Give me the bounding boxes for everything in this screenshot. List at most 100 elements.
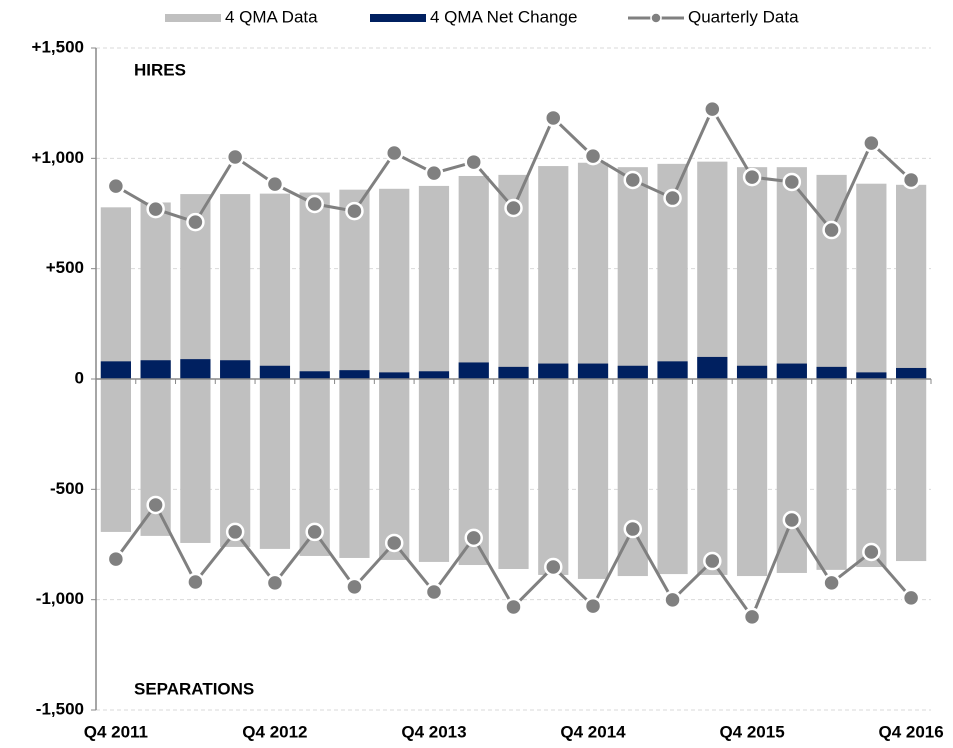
quarterly-marker bbox=[901, 170, 921, 190]
quarterly-marker bbox=[623, 519, 643, 539]
quarterly-marker bbox=[742, 607, 762, 627]
quarterly-marker bbox=[265, 573, 285, 593]
quarterly-marker bbox=[146, 495, 165, 515]
quarterly-marker bbox=[544, 108, 563, 128]
qma-bar bbox=[220, 194, 251, 379]
net-change-bar bbox=[220, 360, 251, 379]
x-tick-label: Q4 2015 bbox=[719, 722, 784, 741]
x-tick-label: Q4 2013 bbox=[401, 722, 466, 741]
x-tick-label: Q4 2011 bbox=[84, 722, 148, 741]
quarterly-marker bbox=[106, 549, 126, 569]
qma-bar bbox=[577, 379, 609, 579]
quarterly-marker bbox=[464, 528, 483, 548]
x-tick-label: Q4 2016 bbox=[879, 722, 944, 741]
qma-bar bbox=[259, 379, 291, 549]
qma-bar bbox=[100, 379, 131, 532]
qma-bar bbox=[577, 162, 609, 379]
net-change-bar bbox=[617, 365, 648, 379]
legend-swatch bbox=[165, 14, 221, 22]
net-change-bar bbox=[299, 371, 330, 379]
qma-bar bbox=[776, 167, 807, 379]
quarterly-marker bbox=[345, 577, 364, 597]
qma-bar bbox=[736, 167, 768, 379]
hires-label: HIRES bbox=[134, 60, 186, 79]
quarterly-marker bbox=[146, 199, 165, 219]
legend-swatch bbox=[370, 14, 426, 22]
legend-label: 4 QMA Net Change bbox=[430, 7, 577, 26]
quarterly-marker bbox=[186, 212, 205, 232]
qma-bar bbox=[299, 192, 330, 379]
qma-bar bbox=[617, 379, 648, 577]
quarterly-marker bbox=[504, 597, 523, 617]
quarterly-marker bbox=[822, 220, 841, 240]
net-change-bar bbox=[140, 360, 171, 379]
net-change-bar bbox=[379, 372, 410, 379]
qma-bar bbox=[896, 379, 927, 562]
quarterly-marker bbox=[424, 163, 444, 183]
legend-swatch bbox=[650, 12, 662, 24]
net-change-bar bbox=[418, 371, 450, 379]
y-tick-label: +1,000 bbox=[32, 148, 84, 167]
x-tick-label: Q4 2014 bbox=[560, 722, 626, 741]
quarterly-marker bbox=[345, 201, 364, 221]
quarterly-marker bbox=[623, 170, 643, 190]
qma-bar bbox=[379, 379, 410, 560]
quarterly-marker bbox=[583, 596, 603, 616]
x-tick-label: Q4 2012 bbox=[242, 722, 307, 741]
quarterly-marker bbox=[583, 146, 603, 166]
quarterly-marker bbox=[464, 152, 483, 172]
quarterly-marker bbox=[703, 551, 722, 571]
qma-bar bbox=[617, 167, 648, 379]
net-change-bar bbox=[776, 363, 807, 379]
qma-bar bbox=[856, 379, 887, 568]
net-change-bar bbox=[657, 361, 688, 379]
quarterly-marker bbox=[663, 590, 682, 610]
y-tick-label: -1,000 bbox=[36, 589, 84, 608]
qma-bar bbox=[697, 161, 728, 379]
net-change-bar bbox=[736, 365, 768, 379]
quarterly-marker bbox=[225, 522, 245, 542]
net-change-bar bbox=[697, 356, 728, 379]
qma-bar bbox=[697, 379, 728, 575]
qma-bar bbox=[816, 379, 847, 570]
qma-bar bbox=[220, 379, 251, 547]
quarterly-marker bbox=[265, 174, 285, 194]
legend-label: 4 QMA Data bbox=[225, 7, 318, 26]
y-tick-label: +1,500 bbox=[32, 37, 84, 56]
y-tick-label: +500 bbox=[46, 258, 84, 277]
qma-bar bbox=[259, 193, 291, 379]
y-tick-label: 0 bbox=[75, 368, 84, 387]
qma-bar bbox=[458, 175, 489, 379]
net-change-bar bbox=[180, 359, 211, 379]
qma-bar bbox=[736, 379, 768, 577]
quarterly-marker bbox=[663, 188, 682, 208]
quarterly-marker bbox=[544, 557, 563, 577]
qma-bar bbox=[538, 379, 569, 575]
y-tick-label: -500 bbox=[50, 479, 84, 498]
qma-bar bbox=[180, 379, 211, 543]
quarterly-marker bbox=[742, 167, 762, 187]
quarterly-marker bbox=[384, 143, 404, 163]
quarterly-marker bbox=[901, 588, 921, 608]
y-tick-label: -1,500 bbox=[36, 699, 84, 718]
quarterly-marker bbox=[782, 510, 802, 530]
qma-bar bbox=[100, 207, 131, 379]
net-change-bar bbox=[339, 370, 370, 379]
qma-bar bbox=[140, 202, 171, 379]
quarterly-marker bbox=[305, 522, 324, 542]
net-change-bar bbox=[458, 362, 489, 379]
net-change-bar bbox=[577, 363, 609, 379]
qma-bar bbox=[498, 379, 529, 569]
quarterly-marker bbox=[225, 147, 245, 167]
legend-label: Quarterly Data bbox=[688, 7, 799, 26]
qma-bar bbox=[856, 183, 887, 379]
quarterly-marker bbox=[186, 572, 205, 592]
quarterly-marker bbox=[782, 172, 802, 192]
net-change-bar bbox=[498, 366, 529, 379]
quarterly-marker bbox=[384, 533, 404, 553]
net-change-bar bbox=[816, 366, 847, 379]
qma-bar bbox=[657, 379, 688, 575]
quarterly-marker bbox=[504, 198, 523, 218]
quarterly-marker bbox=[106, 176, 126, 196]
